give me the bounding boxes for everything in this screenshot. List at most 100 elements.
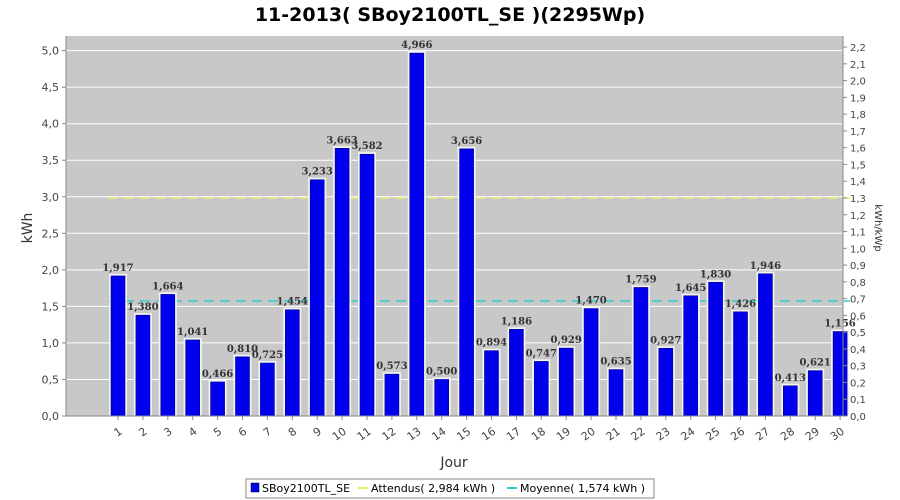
- x-tick-label: 2: [136, 425, 149, 440]
- y2-tick-label: 1,0: [850, 244, 866, 255]
- bar-data-label: 1,946: [750, 261, 781, 272]
- bar-data-label: 1,186: [501, 316, 532, 327]
- bar-data-label: 1,454: [277, 297, 308, 308]
- x-tick-label: 16: [479, 425, 498, 444]
- bar-data-label: 1,917: [102, 263, 133, 274]
- x-tick-label: 5: [211, 425, 224, 440]
- y-tick-label: 2,5: [42, 227, 60, 240]
- y-axis-label: kWh: [20, 213, 36, 244]
- y-tick-label: 4,5: [42, 81, 60, 94]
- bar-data-label: 3,663: [326, 135, 357, 146]
- y2-axis-label: kWh/kWp: [872, 204, 883, 251]
- legend-box: [245, 478, 655, 499]
- y-axis-ticks: 0,0 0,5 1,0 1,5 2,0 2,5 3,0 3,5 4,0 4,5 5,0: [42, 45, 66, 423]
- x-tick-label: 27: [753, 425, 772, 444]
- bar-data-label: 0,413: [775, 373, 806, 384]
- x-tick-label: 10: [330, 425, 349, 444]
- plot-area: [66, 36, 843, 416]
- bar: [558, 347, 574, 417]
- bar: [210, 381, 225, 417]
- x-tick-label: 29: [803, 425, 822, 444]
- bar: [782, 385, 798, 417]
- x-axis-label: Jour: [439, 455, 468, 471]
- x-tick-label: 7: [261, 425, 274, 440]
- bar: [484, 350, 499, 417]
- bar: [260, 362, 275, 417]
- bar: [434, 379, 450, 417]
- bar: [608, 369, 624, 417]
- y-tick-label: 0,5: [42, 373, 60, 386]
- y-tick-label: 3,5: [42, 154, 60, 167]
- x-tick-label: 20: [579, 425, 598, 444]
- bar: [160, 294, 176, 417]
- y2-tick-label: 1,7: [850, 127, 866, 138]
- x-tick-label: 6: [236, 425, 249, 440]
- bar-data-label: 0,747: [526, 348, 557, 359]
- bar-data-label: 0,466: [202, 369, 233, 380]
- y-tick-label: 3,0: [42, 191, 60, 204]
- y2-tick-label: 0,8: [850, 278, 866, 289]
- x-tick-label: 26: [728, 425, 747, 444]
- legend-swatch-bars: [250, 482, 260, 493]
- bar: [235, 356, 250, 417]
- y2-tick-label: 0,2: [850, 378, 866, 389]
- bar: [334, 148, 350, 417]
- bar-data-label: 0,894: [476, 338, 507, 349]
- y2-tick-label: 1,3: [850, 194, 866, 205]
- bar-data-label: 1,759: [625, 274, 656, 285]
- y-tick-label: 1,0: [42, 337, 60, 350]
- x-tick-label: 17: [504, 425, 523, 444]
- x-tick-label: 21: [604, 425, 623, 444]
- bar-data-label: 1,041: [177, 327, 208, 338]
- bar: [459, 148, 474, 417]
- y2-tick-label: 0,1: [850, 395, 866, 406]
- y2-tick-label: 1,4: [850, 177, 866, 188]
- bar-data-label: 3,656: [451, 136, 482, 147]
- bar: [583, 308, 599, 417]
- x-tick-label: 9: [311, 425, 324, 440]
- bar: [807, 370, 823, 417]
- x-tick-label: 23: [654, 425, 673, 444]
- bar: [110, 275, 126, 417]
- bar-data-label: 0,573: [376, 361, 407, 372]
- bar-data-label: 0,621: [800, 358, 831, 369]
- bar: [683, 295, 699, 417]
- bar: [658, 347, 674, 417]
- bar-data-label: 0,927: [650, 335, 681, 346]
- y2-tick-label: 1,1: [850, 228, 866, 239]
- bar: [409, 52, 425, 417]
- x-tick-label: 13: [405, 425, 424, 444]
- legend: SBoy2100TL_SE Attendus( 2,984 kWh ) Moye…: [245, 478, 655, 499]
- x-tick-label: 3: [161, 425, 174, 440]
- y-tick-label: 2,0: [42, 264, 60, 277]
- bar-data-label: 3,233: [302, 167, 333, 178]
- bar-data-label: 0,500: [426, 366, 457, 377]
- bar: [708, 281, 723, 417]
- bar: [733, 311, 748, 417]
- bar-data-label: 0,635: [600, 357, 631, 368]
- bar-data-label: 1,156: [824, 319, 855, 330]
- y2-tick-label: 2,2: [850, 43, 866, 54]
- y2-tick-label: 0,4: [850, 345, 866, 356]
- y2-tick-label: 0,3: [850, 362, 866, 373]
- bar-data-label: 0,810: [227, 344, 258, 355]
- chart-title: 11-2013( SBoy2100TL_SE )(2295Wp): [255, 4, 645, 26]
- bar: [284, 309, 300, 417]
- y2-tick-label: 1,6: [850, 144, 866, 155]
- bar: [533, 361, 549, 417]
- bar: [384, 373, 400, 417]
- bar: [758, 273, 773, 417]
- bar: [633, 287, 649, 417]
- bar-data-label: 3,582: [351, 141, 382, 152]
- bar-data-label: 1,426: [725, 299, 756, 310]
- x-tick-label: 11: [355, 425, 374, 444]
- x-tick-label: 8: [286, 425, 299, 440]
- y-tick-label: 5,0: [42, 45, 60, 58]
- y2-tick-label: 1,8: [850, 110, 866, 121]
- x-tick-label: 28: [778, 425, 797, 444]
- y2-tick-label: 0,5: [850, 328, 866, 339]
- y2-tick-label: 0,9: [850, 261, 866, 272]
- bar-data-label: 4,966: [401, 40, 432, 51]
- reference-lines: [108, 197, 851, 302]
- bar: [185, 339, 200, 417]
